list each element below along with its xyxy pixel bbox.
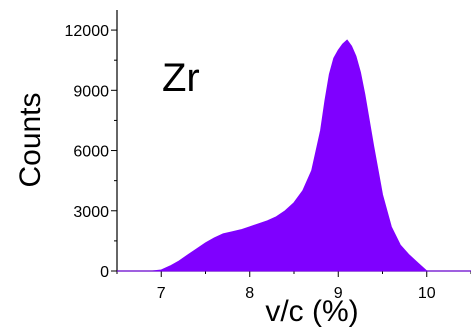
x-tick-label: 8 <box>245 285 254 302</box>
y-tick-label: 0 <box>100 264 109 281</box>
element-label: Zr <box>162 56 200 100</box>
y-axis-title: Counts <box>14 92 47 187</box>
y-tick-label: 12000 <box>65 23 110 40</box>
counts-area <box>117 39 471 272</box>
x-tick-label: 9 <box>334 285 343 302</box>
x-tick-label: 7 <box>157 285 166 302</box>
y-tick-label: 9000 <box>73 83 109 100</box>
x-tick-label: 10 <box>418 285 436 302</box>
y-tick-label: 6000 <box>73 144 109 161</box>
ticks: 0 3000 6000 9000 12000 7 8 9 10 <box>65 23 471 302</box>
y-tick-label: 3000 <box>73 204 109 221</box>
x-axis-title: v/c (%) <box>265 295 358 328</box>
